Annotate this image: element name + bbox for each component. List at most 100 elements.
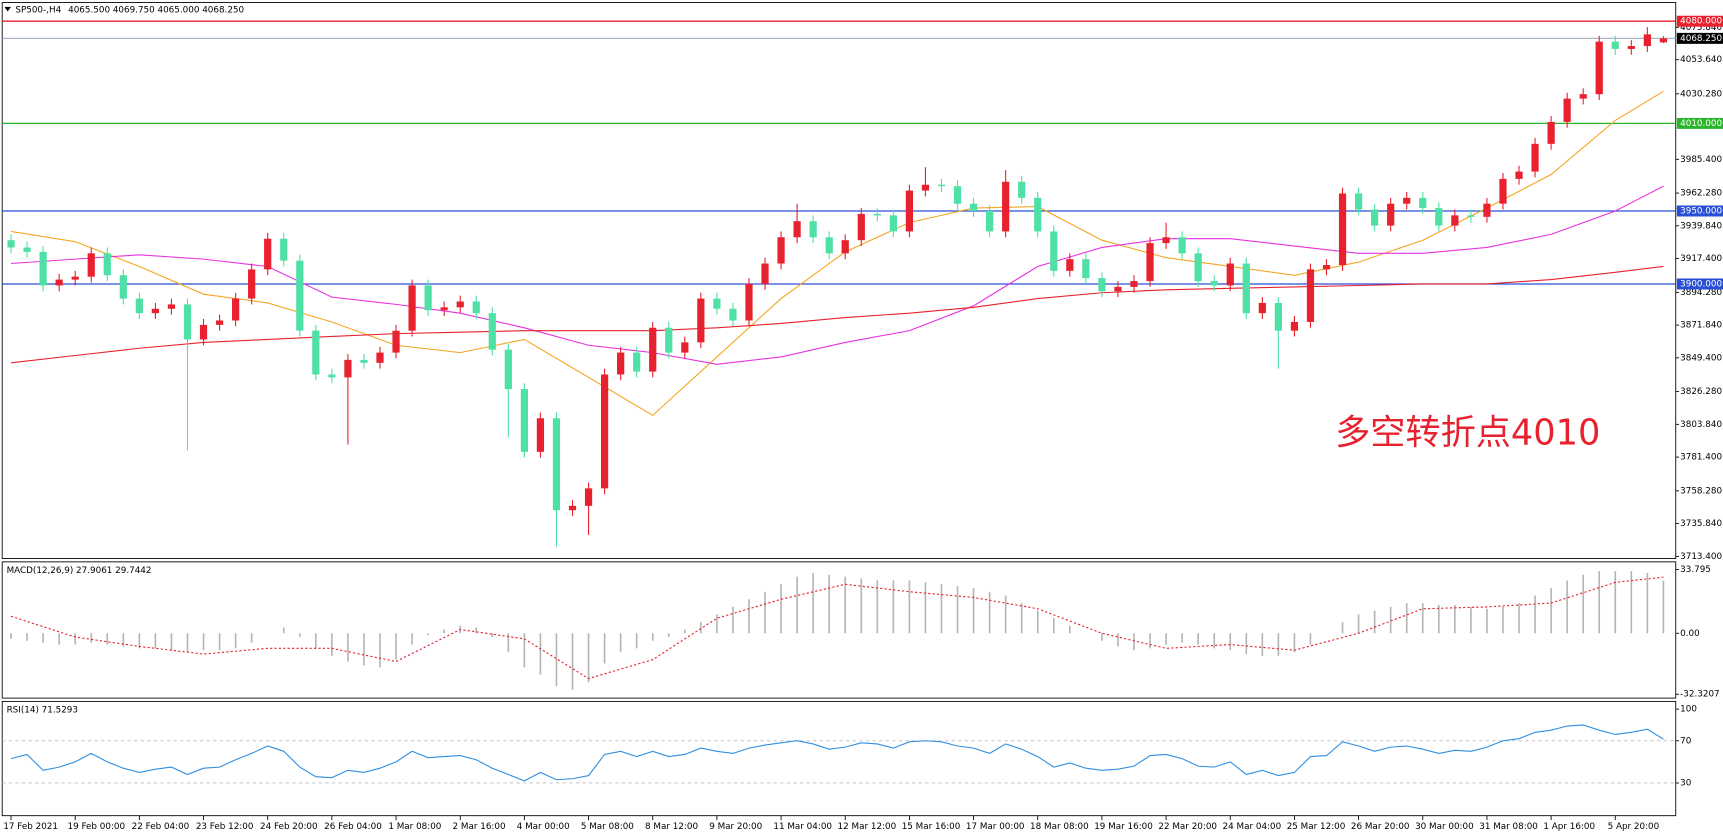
candle-body <box>183 304 192 340</box>
candle-body <box>969 203 978 211</box>
macd-title: MACD(12,26,9) 27.9061 29.7442 <box>7 566 152 576</box>
candle-body <box>167 304 176 309</box>
candle-body <box>584 488 593 506</box>
candle-body <box>1531 143 1539 172</box>
candle-body <box>953 186 962 204</box>
candle-body <box>1371 209 1379 226</box>
candle-body <box>873 213 881 216</box>
candle-body <box>1435 208 1443 226</box>
y-tick-label: 3735.840 <box>1680 519 1722 529</box>
y-tick-label: 3803.840 <box>1680 420 1722 430</box>
candle-body <box>23 247 31 252</box>
candle-body <box>408 285 416 331</box>
x-tick-label: 9 Mar 20:00 <box>709 822 762 832</box>
candle-body <box>745 283 753 321</box>
moving-average <box>10 265 1664 364</box>
candle-body <box>1066 259 1074 271</box>
candle-body <box>777 237 785 264</box>
chart-subtitle: 4065.500 4069.750 4065.000 4068.250 <box>68 6 244 16</box>
candle-body <box>1547 121 1555 144</box>
x-tick-label: 2 Mar 16:00 <box>453 822 506 832</box>
candle-body <box>568 505 577 511</box>
rsi-line <box>10 724 1664 782</box>
x-tick-label: 8 Mar 12:00 <box>645 822 698 832</box>
candle-body <box>1178 237 1186 254</box>
candle-body <box>39 251 47 286</box>
x-tick-label: 4 Mar 00:00 <box>517 822 570 832</box>
y-tick-label: 4053.640 <box>1680 55 1722 65</box>
candle-body <box>617 352 625 375</box>
candle-body <box>328 374 336 378</box>
x-tick-label: 11 Mar 04:00 <box>773 822 832 832</box>
rsi-title: RSI(14) 71.5293 <box>7 706 78 716</box>
candle-body <box>440 307 448 311</box>
x-tick-label: 24 Feb 20:00 <box>260 822 318 832</box>
level-label-box <box>1676 15 1723 27</box>
candle-body <box>665 327 673 353</box>
y-tick-label: 3917.400 <box>1680 254 1722 264</box>
y-tick-label: 70 <box>1680 736 1691 746</box>
candle-body <box>248 269 256 299</box>
x-tick-label: 19 Mar 16:00 <box>1094 822 1153 832</box>
x-tick-label: 5 Mar 08:00 <box>581 822 634 832</box>
candle-body <box>1290 321 1299 331</box>
x-tick-label: 19 Feb 00:00 <box>67 822 125 832</box>
candle-body <box>1194 253 1202 282</box>
candle-body <box>215 320 224 325</box>
candle-body <box>1274 302 1282 331</box>
candle-body <box>1579 94 1587 99</box>
candle-body <box>552 418 561 511</box>
candle-body <box>1387 203 1395 226</box>
candle-body <box>761 263 769 284</box>
candle-body <box>199 324 208 340</box>
candle-body <box>809 221 817 238</box>
candle-body <box>1050 231 1058 271</box>
candle-body <box>376 352 384 363</box>
candle-body <box>1659 38 1668 43</box>
x-tick-label: 23 Feb 12:00 <box>196 822 254 832</box>
y-tick-label: 3713.400 <box>1680 552 1722 562</box>
x-tick-label: 22 Mar 20:00 <box>1158 822 1217 832</box>
candle-body <box>488 313 496 350</box>
candle-body <box>392 330 400 353</box>
candle-body <box>921 184 930 191</box>
candle-body <box>1467 215 1475 217</box>
candle-body <box>536 418 545 452</box>
y-tick-label: 3962.280 <box>1680 189 1722 199</box>
candle-body <box>312 330 320 375</box>
candle-body <box>232 298 240 321</box>
candle-body <box>264 238 272 270</box>
y-tick-label: 3849.400 <box>1680 353 1722 363</box>
candle-body <box>1354 193 1363 210</box>
candle-body <box>1306 269 1315 322</box>
x-tick-label: 12 Mar 12:00 <box>838 822 897 832</box>
candle-body <box>1403 197 1411 204</box>
candle-body <box>1451 215 1459 226</box>
candle-body <box>1419 197 1427 209</box>
macd-signal <box>10 576 1664 680</box>
y-tick-label: 3939.840 <box>1680 221 1722 231</box>
candle-body <box>1242 263 1250 314</box>
candle-body <box>937 184 946 187</box>
candle-body <box>905 190 914 232</box>
candle-body <box>360 359 368 363</box>
candle-body <box>649 327 657 372</box>
candle-body <box>729 308 737 321</box>
y-tick-label: 0.00 <box>1680 629 1700 639</box>
candle-body <box>1034 197 1042 232</box>
x-tick-label: 26 Mar 20:00 <box>1351 822 1410 832</box>
candle-body <box>456 301 464 308</box>
level-label: 4080.000 <box>1680 17 1722 27</box>
candle-body <box>1226 263 1234 286</box>
candle-body <box>1258 302 1266 314</box>
candle-body <box>1082 259 1090 279</box>
candle-body <box>1146 243 1154 282</box>
level-label: 3900.000 <box>1680 279 1722 289</box>
candle-body <box>344 359 352 378</box>
main-panel <box>1 2 1677 559</box>
level-label: 4068.250 <box>1680 34 1722 44</box>
candle-body <box>1322 264 1331 270</box>
candle-body <box>793 221 801 238</box>
